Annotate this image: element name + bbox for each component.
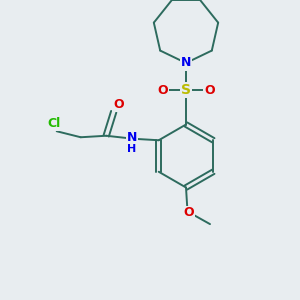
Text: H: H xyxy=(127,144,136,154)
Text: O: O xyxy=(184,206,194,220)
Text: O: O xyxy=(157,83,168,97)
Text: Cl: Cl xyxy=(47,117,60,130)
Text: S: S xyxy=(181,83,191,97)
Text: N: N xyxy=(181,56,191,70)
Text: O: O xyxy=(113,98,124,111)
Text: O: O xyxy=(204,83,215,97)
Text: N: N xyxy=(127,131,137,144)
